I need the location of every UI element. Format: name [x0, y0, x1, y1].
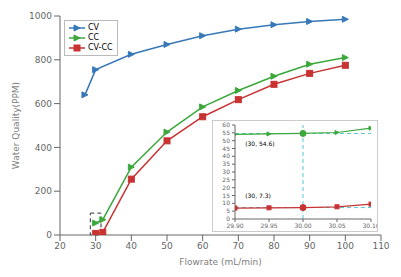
- svg-text:60: 60: [197, 241, 209, 251]
- svg-text:29.90: 29.90: [226, 222, 243, 229]
- svg-text:0: 0: [46, 230, 52, 240]
- svg-text:10: 10: [222, 199, 230, 206]
- svg-text:800: 800: [35, 55, 52, 65]
- svg-text:110: 110: [372, 241, 389, 251]
- svg-text:45: 45: [222, 145, 230, 152]
- svg-text:400: 400: [35, 143, 52, 153]
- svg-text:(30, 54.6): (30, 54.6): [245, 140, 275, 147]
- svg-text:1000: 1000: [29, 11, 52, 21]
- svg-text:20: 20: [222, 184, 230, 191]
- svg-text:50: 50: [161, 241, 173, 251]
- svg-text:35: 35: [222, 160, 230, 167]
- svg-text:30.05: 30.05: [328, 222, 345, 229]
- svg-text:0: 0: [226, 215, 230, 222]
- svg-text:40: 40: [222, 152, 230, 159]
- svg-text:5: 5: [226, 207, 230, 214]
- svg-text:55: 55: [222, 129, 230, 136]
- svg-text:30.00: 30.00: [294, 222, 311, 229]
- svg-text:15: 15: [222, 192, 230, 199]
- svg-text:Flowrate (mL/min): Flowrate (mL/min): [179, 257, 262, 267]
- svg-text:600: 600: [35, 99, 52, 109]
- svg-text:30: 30: [222, 168, 230, 175]
- svg-text:40: 40: [126, 241, 138, 251]
- svg-text:30: 30: [90, 241, 102, 251]
- html-text:CV-CC: CV-CC: [88, 43, 113, 52]
- svg-text:Water Quality(PPM): Water Quality(PPM): [11, 82, 21, 169]
- svg-text:(30, 7.3): (30, 7.3): [245, 192, 271, 199]
- svg-text:20: 20: [54, 241, 66, 251]
- svg-text:29.95: 29.95: [260, 222, 277, 229]
- svg-text:200: 200: [35, 186, 52, 196]
- svg-text:30.10: 30.10: [362, 222, 377, 229]
- svg-text:70: 70: [233, 241, 245, 251]
- svg-text:80: 80: [268, 241, 280, 251]
- svg-text:25: 25: [222, 176, 230, 183]
- svg-text:60: 60: [222, 121, 230, 128]
- html-text:CC: CC: [88, 33, 100, 42]
- svg-text:90: 90: [304, 241, 316, 251]
- svg-text:100: 100: [337, 241, 354, 251]
- html-text:CV: CV: [88, 23, 100, 32]
- svg-text:50: 50: [222, 137, 230, 144]
